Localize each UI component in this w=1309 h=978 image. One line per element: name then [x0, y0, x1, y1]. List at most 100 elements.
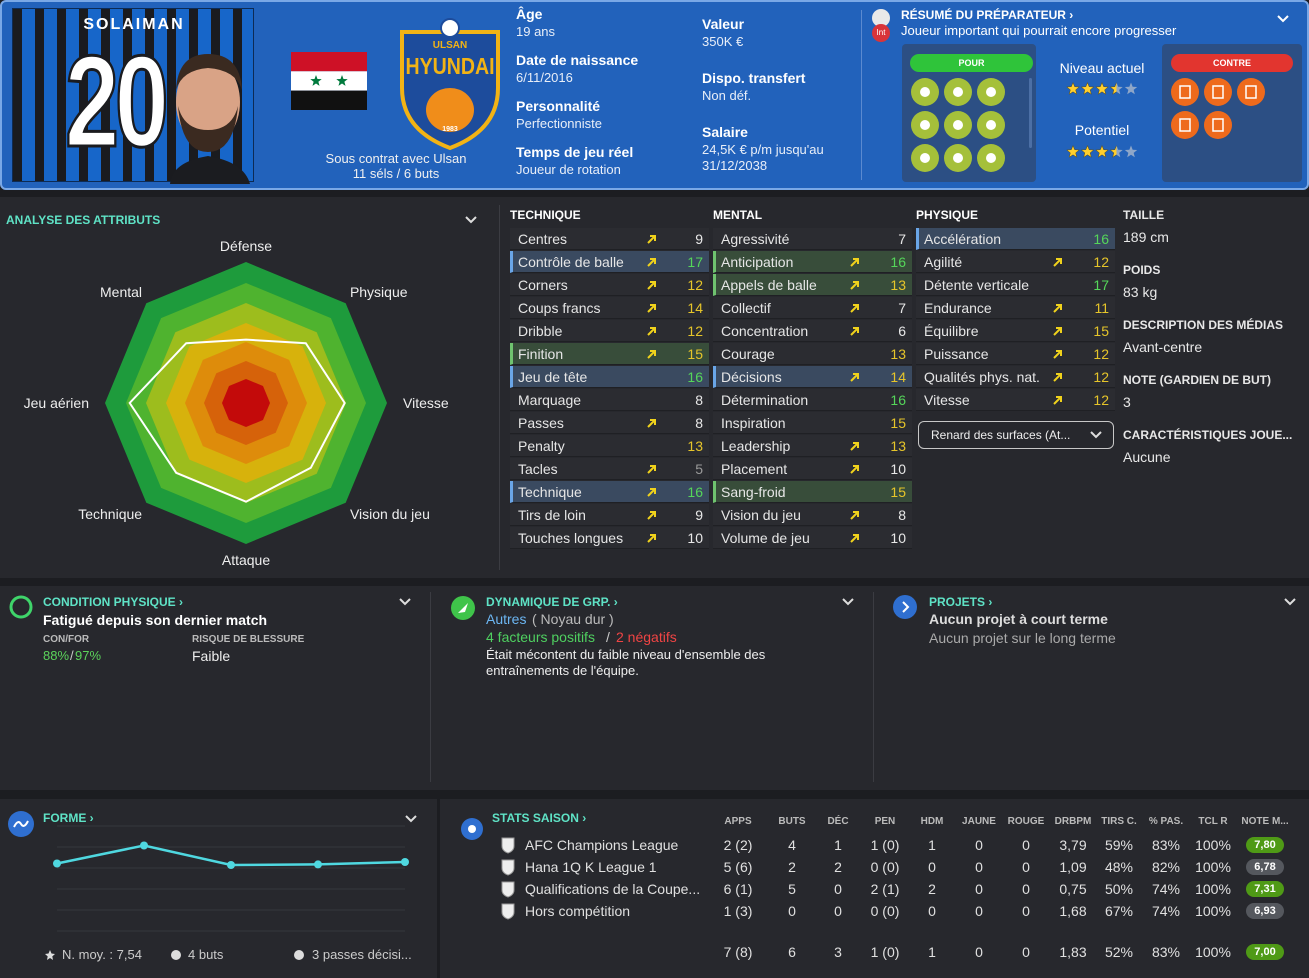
icon-glyph	[953, 153, 963, 163]
column-title: PHYSIQUE	[916, 208, 979, 222]
pros-scroll	[1029, 78, 1032, 148]
column-title: MENTAL	[713, 208, 763, 222]
attribute-value: 9	[695, 231, 703, 247]
detail-value: Aucune	[1123, 449, 1171, 465]
attribute-value: 13	[890, 438, 906, 454]
column-header: DRBPM	[1054, 816, 1092, 827]
stat-cell: 0	[975, 903, 983, 919]
radar-label: Défense	[219, 238, 273, 254]
attribute-value: 5	[695, 461, 703, 477]
detail-value: 83 kg	[1123, 284, 1158, 300]
con-icon	[1204, 111, 1232, 139]
attribute-name: Puissance	[924, 346, 989, 362]
rating-text: 7,00	[1254, 946, 1276, 958]
pro-icon	[944, 144, 972, 172]
logo-ball	[440, 18, 460, 38]
icon-glyph	[1245, 85, 1257, 99]
attribute-name: Accélération	[924, 231, 1002, 247]
info-value: 6/11/2016	[516, 70, 573, 85]
attribute-name: Centres	[518, 231, 568, 247]
icon-glyph	[45, 950, 55, 960]
radar-label: Technique	[78, 506, 143, 523]
icon-ring	[9, 595, 33, 619]
attribute-arrow	[1053, 396, 1062, 405]
club-logo	[400, 18, 500, 151]
record: 11 séls / 6 buts	[352, 166, 440, 181]
icon-glyph	[920, 120, 930, 130]
attribute-arrow	[647, 281, 656, 290]
icon-shield	[501, 837, 515, 854]
attribute-name: Leadership	[721, 438, 791, 454]
stat-cell: 0	[975, 881, 983, 897]
condition-value: 97%	[75, 648, 102, 663]
info-label: Temps de jeu réel	[516, 144, 634, 160]
detail-label: DESCRIPTION DES MÉDIAS	[1123, 318, 1284, 332]
arrow-path	[647, 327, 656, 336]
attribute-arrow	[647, 488, 656, 497]
icon-glyph	[1179, 85, 1191, 99]
attribute-row	[713, 274, 912, 296]
ability-label: Niveau actuel	[1059, 60, 1145, 76]
con-icon	[1204, 78, 1232, 106]
stat-cell: 100%	[1195, 881, 1231, 897]
attribute-arrow	[850, 258, 859, 267]
arrow-path	[850, 534, 859, 543]
stat-cell: 83%	[1151, 944, 1181, 960]
arrow-path	[850, 304, 859, 313]
positive-factors: 4 facteurs positifs	[486, 629, 595, 645]
radar-label: Mental	[100, 283, 143, 300]
attribute-name: Endurance	[924, 300, 992, 316]
attribute-name: Inspiration	[721, 415, 786, 431]
pro-icon	[977, 144, 1005, 172]
detail-value: 189 cm	[1123, 229, 1169, 245]
stat-cell: 0	[1022, 837, 1030, 853]
attribute-value: 6	[898, 323, 906, 339]
pro-icon	[911, 78, 939, 106]
attribute-row	[510, 412, 709, 434]
pill: POUR	[910, 54, 1033, 72]
detail-value: 3	[1123, 394, 1131, 410]
attribute-value: 16	[1093, 231, 1109, 247]
attributes-divider	[499, 205, 500, 570]
coach-summary: Joueur important qui pourrait encore pro…	[901, 23, 1177, 38]
section-title: STATS SAISON ›	[492, 811, 587, 825]
radar	[105, 262, 387, 544]
arrow-path	[850, 373, 859, 382]
attribute-arrow	[647, 419, 656, 428]
pro-icon	[911, 144, 939, 172]
icon-circle	[1204, 111, 1232, 139]
stat-cell: 1	[928, 944, 936, 960]
player-name: SOLAIMAN	[83, 16, 185, 33]
small-label: RISQUE DE BLESSURE	[192, 634, 305, 645]
stat-cell: 6 (1)	[723, 881, 753, 897]
arrow-path	[647, 419, 656, 428]
attribute-row	[510, 504, 709, 526]
jersey: SOLAIMAN 20	[12, 8, 254, 182]
role-dropdown[interactable]: Renard des surfaces (At...	[918, 421, 1114, 449]
attribute-name: Agilité	[924, 254, 963, 270]
attribute-value: 9	[695, 507, 703, 523]
coach-badge: Int	[872, 24, 890, 42]
attribute-value: 12	[1093, 346, 1109, 362]
competition-name: Qualifications de la Coupe...	[525, 881, 701, 897]
stat-cell: 1 (0)	[870, 944, 900, 960]
icon-circle	[294, 950, 304, 960]
attribute-value: 15	[1093, 323, 1109, 339]
column-header: APPS	[724, 816, 752, 827]
attribute-name: Appels de balle	[721, 277, 817, 293]
icon-glyph	[920, 87, 930, 97]
attribute-value: 17	[687, 254, 703, 270]
flag-red	[291, 52, 367, 72]
info-label: Valeur	[702, 16, 745, 32]
stat-cell: 0	[975, 944, 983, 960]
stat-cell: 74%	[1151, 903, 1181, 919]
arrow-path	[1053, 304, 1062, 313]
project-text: Aucun projet sur le long terme	[929, 630, 1116, 646]
attribute-name: Anticipation	[721, 254, 794, 270]
flag-white	[291, 71, 367, 91]
chevron	[1284, 598, 1296, 606]
rating-text: 7,80	[1254, 839, 1276, 851]
form-point	[314, 860, 322, 869]
arrow-path	[647, 465, 656, 474]
arrow-path	[850, 465, 859, 474]
